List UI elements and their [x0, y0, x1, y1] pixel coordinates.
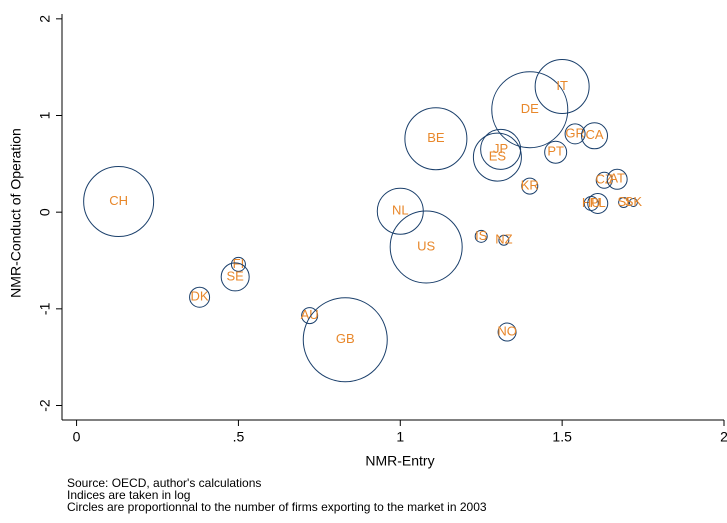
point-label: JP — [493, 141, 508, 156]
point-label: HU — [582, 195, 601, 210]
point-label: DK — [191, 289, 209, 304]
bubble — [230, 256, 246, 272]
bubble — [587, 192, 609, 214]
bubble — [389, 210, 463, 284]
point-label: SK — [625, 194, 643, 209]
bubble — [474, 229, 488, 243]
y-tick-label: -2 — [37, 399, 53, 412]
bubble — [618, 197, 630, 208]
bubble — [564, 123, 586, 145]
bubble — [404, 107, 468, 171]
y-axis-title: NMR-Conduct of Operation — [8, 128, 24, 298]
bubble — [628, 198, 638, 207]
point-label: GR — [565, 125, 585, 140]
y-tick-label: -1 — [37, 302, 53, 315]
y-tick-label: 0 — [37, 208, 53, 216]
point-label: NZ — [495, 232, 512, 247]
x-tick-label: 0 — [73, 429, 81, 445]
x-tick-label: 2 — [720, 429, 727, 445]
point-label: CZ — [596, 172, 613, 187]
bubble — [581, 122, 609, 150]
point-label: PT — [547, 144, 564, 159]
point-label: NL — [392, 203, 409, 218]
point-label: AU — [301, 307, 319, 322]
point-label: AT — [609, 171, 625, 186]
bubble — [595, 171, 613, 189]
note: Circles are proportionnal to the number … — [67, 500, 487, 514]
point-label: KR — [521, 178, 539, 193]
bubble — [301, 307, 319, 325]
bubble — [472, 132, 522, 182]
x-tick-label: 1.5 — [552, 429, 572, 445]
point-label: GB — [336, 331, 355, 346]
bubble — [534, 59, 590, 114]
bubble — [491, 71, 569, 149]
note: Indices are taken in log — [67, 488, 190, 502]
bubble — [220, 262, 250, 292]
bubble — [302, 297, 388, 383]
point-label: CH — [109, 193, 128, 208]
point-label: NO — [497, 323, 517, 338]
point-label: IS — [475, 228, 488, 243]
note: Source: OECD, author's calculations — [67, 476, 261, 490]
x-tick-label: 1 — [396, 429, 404, 445]
point-label: CA — [585, 127, 603, 142]
bubble — [521, 177, 539, 195]
point-label: PL — [590, 195, 606, 210]
y-tick-label: 2 — [37, 15, 53, 23]
point-label: DE — [521, 101, 539, 116]
point-label: IT — [556, 78, 568, 93]
x-tick-label: .5 — [233, 429, 245, 445]
bubble — [606, 168, 628, 190]
x-axis-title: NMR-Entry — [365, 453, 434, 469]
point-label: SE — [227, 268, 245, 283]
bubble — [497, 322, 517, 342]
bubble — [498, 234, 510, 246]
bubble — [189, 286, 211, 308]
point-label: US — [417, 238, 435, 253]
point-label: ES — [489, 149, 507, 164]
point-label: BE — [427, 130, 445, 145]
bubble — [83, 166, 155, 238]
y-tick-label: 1 — [37, 111, 53, 119]
point-label: SI — [617, 194, 629, 209]
bubble — [544, 140, 568, 164]
